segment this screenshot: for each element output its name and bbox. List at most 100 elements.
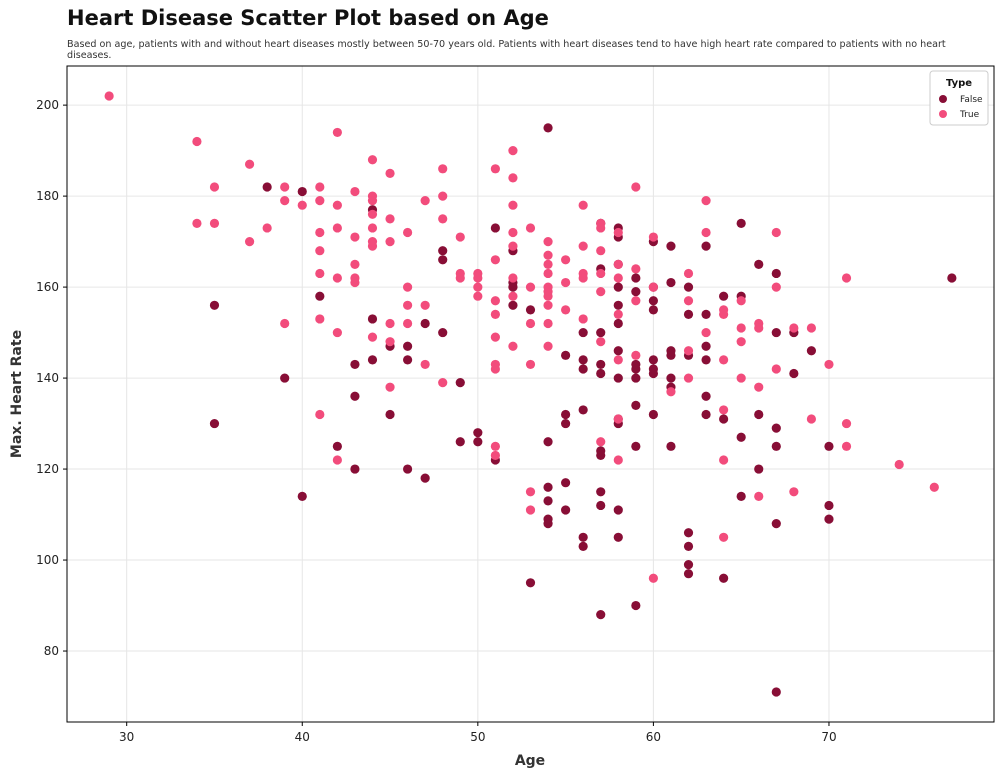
data-point [367, 155, 378, 165]
data-point [771, 227, 781, 238]
data-point [543, 482, 553, 492]
data-point [824, 500, 834, 511]
data-point [578, 200, 588, 210]
data-point [508, 241, 518, 251]
data-point [648, 355, 658, 365]
data-point [490, 164, 500, 174]
data-point [490, 441, 500, 451]
data-point [613, 532, 623, 542]
data-point [561, 277, 571, 288]
axis-ticks: 30 40 50 60 70 80 100 120 140 160 180 200 [36, 98, 837, 744]
data-point [736, 218, 746, 229]
data-point [420, 300, 430, 310]
data-point [543, 250, 553, 260]
data-point [543, 268, 553, 279]
data-point [596, 610, 606, 620]
data-point [508, 291, 518, 301]
data-point [613, 227, 623, 238]
data-point [596, 287, 606, 297]
data-point [420, 318, 430, 329]
data-point [719, 309, 729, 319]
data-point [490, 364, 500, 374]
data-point [490, 223, 500, 233]
data-point [561, 255, 571, 265]
data-point [192, 136, 202, 147]
data-point [438, 164, 448, 174]
data-point [683, 282, 694, 292]
legend: Type False True [929, 70, 989, 126]
data-point [648, 409, 658, 420]
y-tick-label: 120 [36, 462, 59, 476]
legend-label-false: False [960, 95, 983, 105]
data-point [332, 327, 342, 338]
chart-subtitle: Based on age, patients with and without … [67, 39, 946, 61]
data-point [280, 318, 290, 329]
data-point [350, 186, 360, 197]
data-point [771, 687, 781, 697]
data-point [754, 491, 764, 501]
data-point [367, 209, 378, 219]
data-point [455, 273, 465, 283]
data-point [596, 487, 606, 497]
data-point [806, 414, 817, 424]
data-point [631, 273, 641, 283]
data-point [613, 414, 623, 424]
data-point [490, 296, 500, 306]
data-point [613, 318, 623, 329]
data-point [508, 200, 518, 210]
data-point [403, 341, 413, 351]
data-point [683, 559, 694, 570]
data-point [473, 273, 483, 283]
data-point [824, 359, 834, 370]
data-point [350, 391, 360, 401]
data-point [701, 341, 711, 351]
data-point [631, 264, 641, 274]
data-point [631, 182, 641, 192]
data-point [771, 423, 781, 433]
data-point [508, 273, 518, 283]
data-point [631, 350, 641, 360]
data-point [315, 314, 325, 324]
data-point [209, 218, 220, 229]
data-point [929, 482, 939, 492]
data-point [578, 541, 588, 551]
data-point [209, 182, 220, 192]
y-tick-label: 100 [36, 553, 59, 567]
data-point [367, 196, 378, 206]
data-point [280, 196, 290, 206]
data-point [771, 268, 781, 279]
data-point [666, 441, 676, 451]
data-point [473, 282, 483, 292]
data-point [683, 528, 694, 538]
data-point [350, 359, 360, 370]
data-point [438, 255, 448, 265]
data-point [719, 532, 729, 542]
data-point [525, 578, 536, 588]
data-point [894, 459, 904, 470]
x-tick-label: 60 [646, 730, 661, 744]
data-point [806, 346, 817, 356]
data-point [631, 296, 641, 306]
data-point [683, 569, 694, 579]
data-point [631, 400, 641, 410]
y-tick-label: 160 [36, 280, 59, 294]
data-point [754, 464, 764, 474]
data-point [701, 241, 711, 251]
data-point [385, 318, 395, 329]
data-point [701, 309, 711, 319]
data-point [789, 487, 799, 497]
data-point [315, 246, 325, 256]
data-point [736, 337, 746, 347]
data-point [719, 355, 729, 365]
data-point [403, 227, 413, 238]
data-point [525, 318, 536, 329]
data-point [455, 437, 465, 447]
data-point [508, 282, 518, 292]
data-point [367, 314, 378, 324]
data-point [596, 450, 606, 461]
data-point [403, 355, 413, 365]
data-point [350, 232, 360, 242]
data-point [578, 405, 588, 415]
data-point [490, 309, 500, 319]
